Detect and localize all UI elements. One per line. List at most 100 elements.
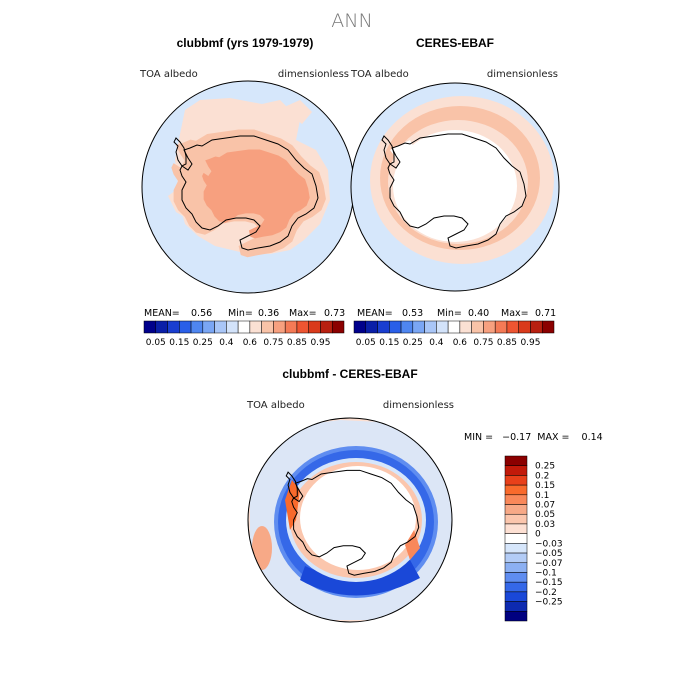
panel-b-variable-label: TOA albedo — [350, 69, 409, 80]
panel-b-mean-value: 0.53 — [402, 308, 423, 319]
panel-b-colorbar-box — [400, 320, 414, 334]
panel-b-colorbar-box — [471, 320, 484, 334]
panel-b-max-label: Max= — [501, 308, 529, 319]
panel-b-max-value: 0.71 — [535, 308, 556, 319]
panel-b-colorbar-tick: 0.15 — [379, 338, 399, 348]
panel-c-variable-label: TOA albedo — [246, 400, 305, 411]
panel-b-colorbar-box — [506, 320, 519, 334]
panel-c-colorbar-box — [504, 562, 528, 573]
panel-c-colorbar-box — [504, 455, 528, 466]
panel-a-colorbar-tick: 0.05 — [146, 338, 166, 348]
main-title: ANN — [331, 10, 372, 32]
panel-c-colorbar-tick: 0.03 — [535, 520, 555, 530]
panel-c-colorbar-tick: −0.1 — [535, 568, 557, 578]
panel-b-colorbar-box — [436, 320, 449, 334]
panel-c-colorbar-tick: 0.07 — [535, 501, 555, 511]
panel-a-colorbar-box — [214, 320, 227, 334]
panel-b-colorbar-tick: 0.85 — [497, 338, 517, 348]
panel-c-colorbar-tick: −0.05 — [535, 549, 563, 559]
panel-c-colorbar-tick: −0.07 — [535, 559, 563, 569]
panel-a-colorbar-box — [249, 320, 262, 334]
panel-b-colorbar-box — [412, 320, 425, 334]
panel-a-colorbar-box — [308, 320, 321, 334]
panel-b-min-label: Min= — [437, 308, 462, 319]
panel-b-colorbar-box — [483, 320, 496, 334]
panel-a-colorbar-tick: 0.75 — [263, 338, 283, 348]
panel-a-min-label: Min= — [228, 308, 253, 319]
panel-a-colorbar-tick: 0.85 — [287, 338, 307, 348]
panel-b-colorbar-box — [518, 320, 531, 334]
panel-a-max-value: 0.73 — [324, 308, 345, 319]
panel-c-colorbar-box — [504, 581, 528, 593]
panel-a-colorbar-box — [237, 320, 251, 334]
panel-a-map — [142, 81, 354, 293]
panel-c-units-label: dimensionless — [383, 400, 454, 411]
panel-a-variable-label: TOA albedo — [139, 69, 198, 80]
panel-b-colorbar: 0.05 0.15 0.25 0.4 0.6 0.75 0.85 0.95 — [353, 320, 555, 348]
panel-a-colorbar-box — [296, 320, 309, 334]
panel-c-colorbar-box — [504, 552, 528, 564]
panel-c-colorbar-tick: −0.2 — [535, 588, 557, 598]
panel-c-colorbar-tick: 0.1 — [535, 491, 549, 501]
panel-b-mean-label: MEAN= — [357, 308, 393, 319]
panel-b-map-border — [350, 82, 560, 292]
panel-b-colorbar-tick: 0.25 — [403, 338, 423, 348]
panel-b-colorbar-box — [541, 320, 555, 334]
panel-b-colorbar-box — [377, 320, 390, 334]
panel-c-colorbar-tick: 0.05 — [535, 510, 555, 520]
panel-b-map — [351, 83, 559, 291]
panel-a-colorbar-box — [167, 320, 180, 334]
panel-c-colorbar-box — [504, 513, 528, 525]
panel-c-colorbar: 0.250.20.150.10.070.050.030−0.03−0.05−0.… — [504, 455, 563, 622]
panel-c-colorbar-tick: 0.2 — [535, 471, 549, 481]
panel-b-colorbar-box — [424, 320, 437, 334]
panel-b-colorbar-box — [447, 320, 461, 334]
panel-a-colorbar-box — [273, 320, 286, 334]
panel-b-stats: MEAN= 0.53 Min= 0.40 Max= 0.71 — [357, 308, 556, 319]
panel-a-colorbar-tick: 0.95 — [310, 338, 330, 348]
panel-a-colorbar-box — [226, 320, 239, 334]
panel-a-colorbar: 0.05 0.15 0.25 0.4 0.6 0.75 0.85 0.95 — [143, 320, 345, 348]
panel-a-units-label: dimensionless — [278, 69, 349, 80]
panel-a-colorbar-box — [261, 320, 274, 334]
panel-c-map — [248, 418, 452, 622]
panel-a-stats: MEAN= 0.56 Min= 0.36 Max= 0.73 — [144, 308, 345, 319]
panel-b-title: CERES-EBAF — [416, 36, 494, 50]
panel-a-colorbar-tick: 0.6 — [243, 338, 258, 348]
panel-b-colorbar-tick: 0.75 — [473, 338, 493, 348]
panel-a-min-value: 0.36 — [258, 308, 279, 319]
panel-a-title: clubbmf (yrs 1979-1979) — [177, 36, 314, 50]
panel-b-colorbar-box — [353, 320, 367, 334]
panel-c-colorbar-box — [504, 543, 528, 554]
panel-b-min-value: 0.40 — [468, 308, 489, 319]
panel-a-colorbar-tick: 0.4 — [219, 338, 234, 348]
panel-a-colorbar-box — [143, 320, 157, 334]
panel-a-colorbar-box — [320, 320, 333, 334]
panel-c-colorbar-box — [504, 504, 528, 515]
panel-b-colorbar-tick: 0.6 — [453, 338, 468, 348]
panel-b-colorbar-box — [365, 320, 378, 334]
panel-c-colorbar-box — [504, 484, 528, 496]
panel-b-colorbar-box — [389, 320, 402, 334]
panel-c-colorbar-tick: −0.15 — [535, 578, 563, 588]
panel-c-colorbar-box — [504, 572, 528, 583]
panel-a-colorbar-box — [202, 320, 215, 334]
panel-c-colorbar-tick: −0.25 — [535, 598, 563, 608]
panel-a-colorbar-box — [155, 320, 168, 334]
panel-c-colorbar-tick: 0.25 — [535, 462, 555, 472]
panel-c-colorbar-box — [504, 591, 528, 602]
panel-b-units-label: dimensionless — [487, 69, 558, 80]
panel-b-colorbar-tick: 0.4 — [429, 338, 444, 348]
panel-b-colorbar-box — [459, 320, 472, 334]
panel-c-title: clubbmf - CERES-EBAF — [282, 367, 417, 381]
panel-c-colorbar-tick: −0.03 — [535, 539, 563, 549]
panel-a-mean-value: 0.56 — [191, 308, 212, 319]
panel-b-colorbar-tick: 0.05 — [356, 338, 376, 348]
panel-c-colorbar-box — [504, 494, 528, 505]
panel-b-colorbar-box — [494, 320, 508, 334]
panel-a-mean-label: MEAN= — [144, 308, 180, 319]
panel-c-colorbar-box — [504, 475, 528, 486]
panel-c-colorbar-box — [504, 465, 528, 476]
panel-c-colorbar-tick: 0.15 — [535, 481, 555, 491]
